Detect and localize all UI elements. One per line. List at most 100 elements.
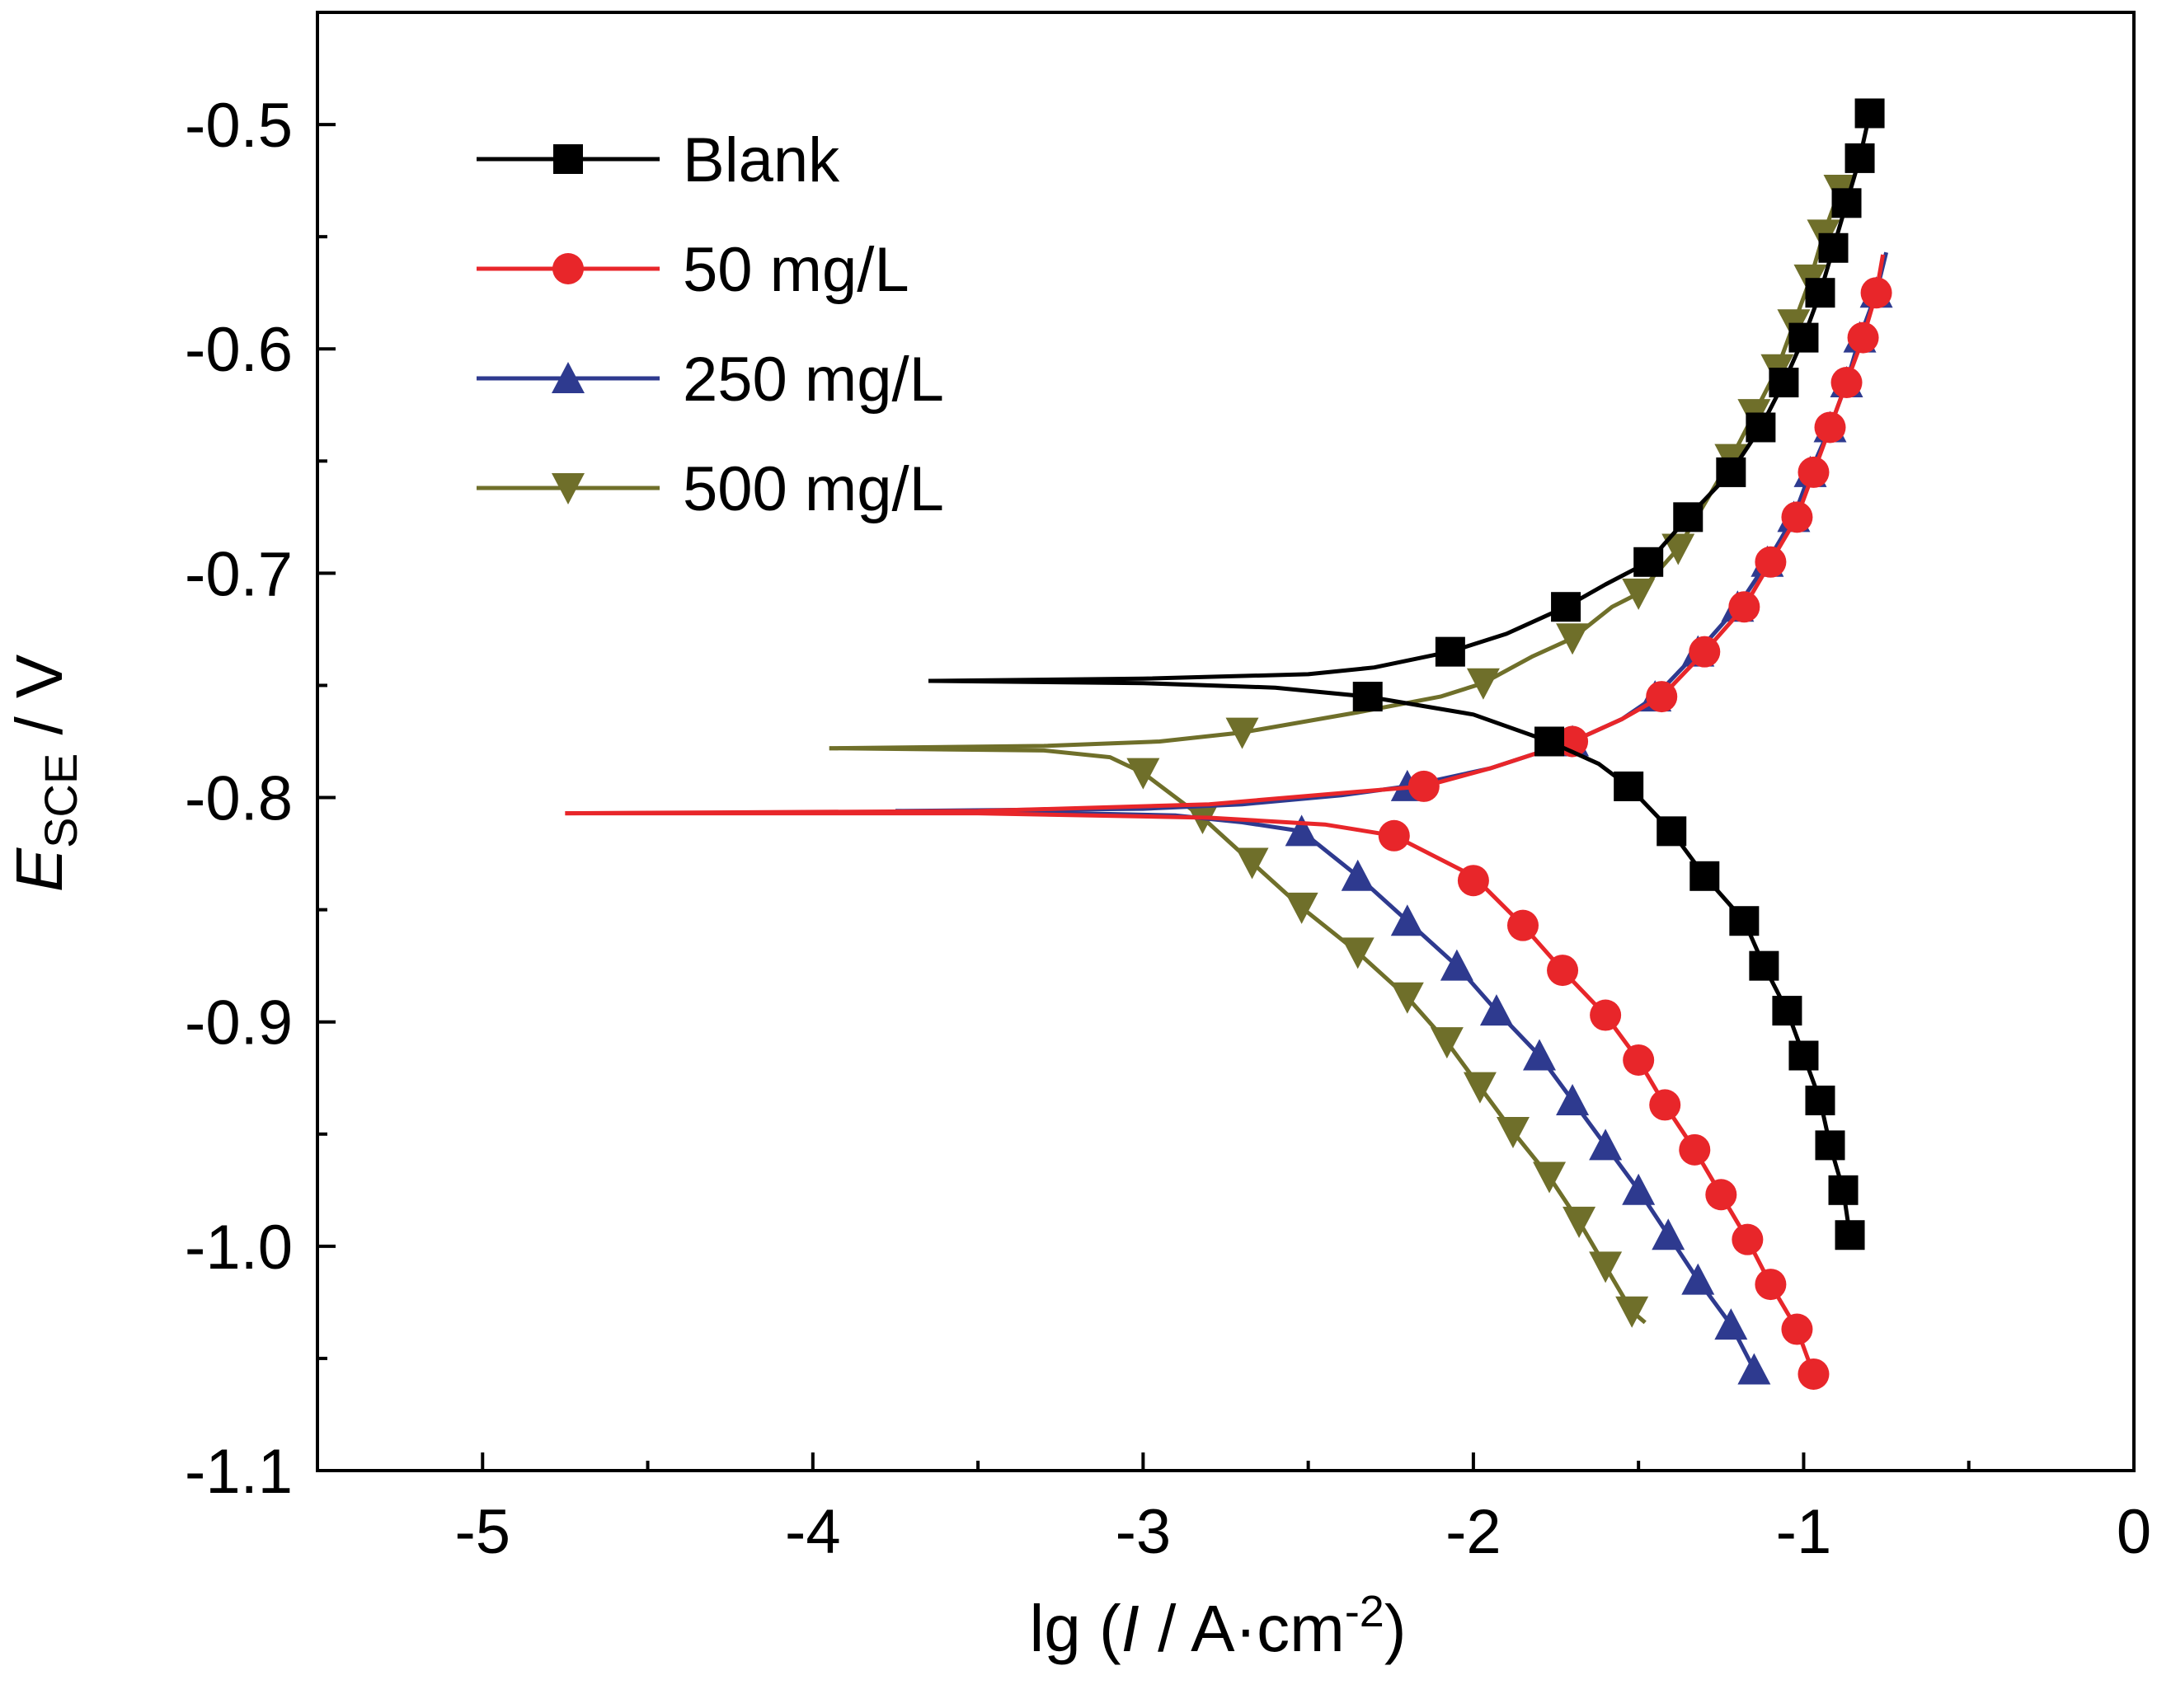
data-point: [1781, 1313, 1813, 1345]
data-point: [1457, 865, 1489, 897]
data-point: [1772, 996, 1802, 1026]
data-point: [1854, 98, 1885, 129]
data-point: [1407, 770, 1440, 802]
legend-label: 500 mg/L: [683, 454, 944, 524]
x-tick-label: -5: [454, 1497, 510, 1567]
data-point: [1815, 1130, 1845, 1161]
data-point: [1534, 726, 1565, 757]
data-point: [1716, 457, 1746, 487]
x-tick-label: -1: [1776, 1497, 1832, 1567]
x-axis-title-var: I: [1121, 1592, 1140, 1665]
x-axis-title: lg (I / A·cm-2): [1030, 1587, 1407, 1665]
legend-marker: [552, 362, 585, 393]
legend-label: 50 mg/L: [683, 235, 909, 305]
y-tick-label: -1.0: [185, 1213, 293, 1283]
data-point: [1440, 949, 1473, 981]
data-point: [1844, 143, 1875, 173]
data-point: [1390, 982, 1424, 1014]
y-axis-title-sub: SCE: [35, 753, 87, 848]
data-point: [1614, 771, 1644, 801]
data-point: [1798, 1358, 1830, 1390]
data-point: [1556, 623, 1590, 655]
data-point: [1341, 859, 1375, 891]
series-3: [895, 251, 1893, 1385]
data-point: [1755, 546, 1787, 578]
legend-marker: [552, 253, 584, 284]
legend-marker: [553, 144, 583, 174]
x-tick-label: 0: [2117, 1497, 2151, 1567]
data-point: [1551, 592, 1581, 622]
data-point: [1681, 1263, 1715, 1295]
legend-label: 250 mg/L: [683, 345, 944, 415]
data-point: [1563, 1206, 1596, 1238]
data-point: [1390, 904, 1424, 936]
data-point: [1781, 501, 1813, 533]
data-point: [1463, 1072, 1497, 1104]
data-point: [1285, 892, 1318, 924]
y-tick-label: -0.9: [185, 988, 293, 1058]
axes-layer: -5 -4 -3 -2 -1 0 -1.1 -1.0 -0.9 -0.8 -0.7 -0.6 -0.5: [185, 11, 2151, 1567]
data-point: [1805, 278, 1835, 308]
data-point: [1657, 816, 1687, 847]
data-point: [1496, 1117, 1530, 1149]
x-axis-title-prefix: lg (: [1030, 1592, 1121, 1665]
series-line-cathodic: [895, 809, 1756, 1371]
data-point: [1689, 861, 1720, 891]
x-tick-label: -2: [1445, 1497, 1501, 1567]
x-tick-label: -3: [1116, 1497, 1172, 1567]
y-tick-label: -0.5: [185, 91, 293, 161]
data-point: [1746, 412, 1776, 443]
data-point: [1847, 321, 1879, 354]
data-point: [1126, 758, 1160, 790]
series-2: [565, 254, 1892, 1390]
data-point: [1285, 814, 1318, 847]
data-point: [1798, 456, 1830, 488]
data-point: [1633, 547, 1664, 577]
data-point: [1828, 1175, 1859, 1205]
data-point: [1705, 1179, 1737, 1211]
y-axis-title-var: E: [2, 847, 76, 892]
data-point: [1830, 367, 1863, 399]
data-point: [1788, 1040, 1819, 1071]
data-point: [1749, 950, 1779, 981]
legend-marker: [552, 473, 585, 504]
data-point: [1835, 1220, 1865, 1250]
data-point: [1814, 411, 1846, 443]
data-point: [1646, 681, 1678, 713]
y-axis-title: ESCE / V: [2, 654, 87, 892]
legend-item-3: 250 mg/L: [477, 345, 944, 415]
legend-label: Blank: [683, 125, 840, 195]
data-point: [1615, 1296, 1649, 1328]
data-point: [1590, 999, 1622, 1031]
data-point: [1732, 1223, 1764, 1255]
data-point: [1769, 368, 1799, 398]
data-point: [1547, 955, 1579, 987]
data-point: [1714, 1308, 1748, 1340]
data-point: [1556, 1083, 1590, 1115]
data-point: [1755, 1269, 1787, 1301]
legend-item-4: 500 mg/L: [477, 454, 944, 524]
data-point: [1818, 232, 1849, 263]
series-line-cathodic: [565, 811, 1816, 1375]
data-point: [1661, 533, 1695, 565]
data-point: [1737, 1353, 1771, 1385]
series-line-cathodic: [928, 678, 1852, 1236]
data-point: [1589, 1251, 1623, 1283]
y-tick-label: -0.6: [185, 315, 293, 385]
x-axis-title-sup: -2: [1345, 1587, 1384, 1636]
data-point: [1622, 578, 1656, 610]
legend-item-2: 50 mg/L: [477, 235, 909, 305]
data-point: [1435, 636, 1465, 667]
x-axis-title-suffix: ): [1384, 1592, 1407, 1665]
data-point: [1378, 819, 1410, 852]
legend: Blank 50 mg/L 250 mg/L 500 mg/L: [477, 125, 944, 524]
data-point: [1831, 188, 1862, 218]
data-point: [1649, 1089, 1681, 1121]
data-point: [1622, 1173, 1656, 1205]
data-point: [1352, 682, 1383, 712]
data-point: [1506, 909, 1539, 941]
data-point: [1623, 1044, 1655, 1076]
y-axis-title-suffix: / V: [2, 654, 76, 753]
data-point: [1673, 502, 1704, 533]
